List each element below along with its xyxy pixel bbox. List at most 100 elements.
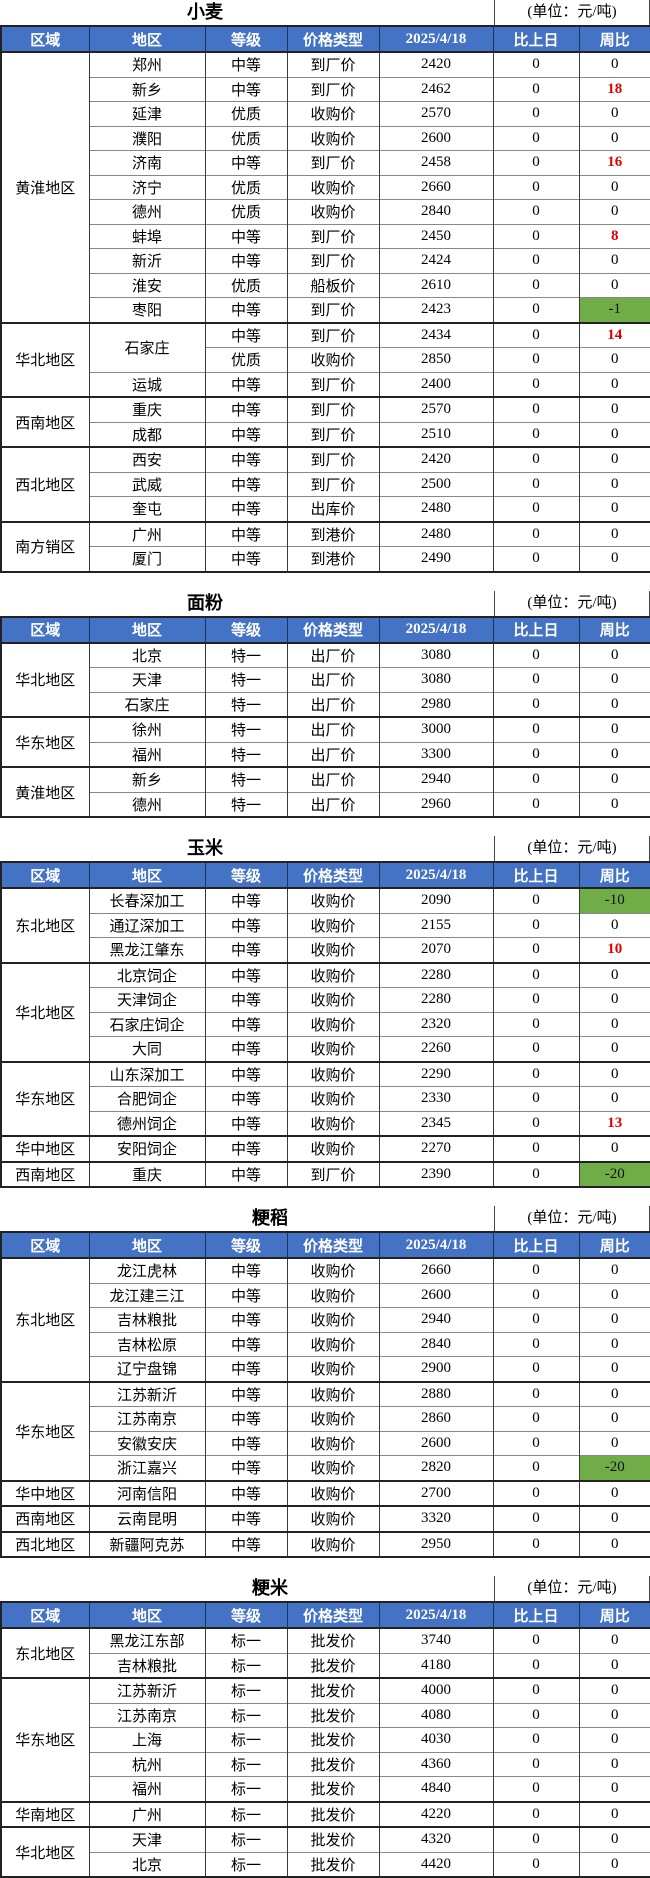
- area-cell: 吉林粮批: [88, 1307, 206, 1332]
- section-title-row: 小麦 (单位：元/吨): [0, 0, 650, 25]
- table-row: 吉林粮批 中等 收购价 2940 0 0: [1, 1307, 650, 1332]
- price-cell: 2458: [378, 150, 494, 175]
- grade-cell: 优质: [204, 199, 288, 224]
- table-row: 华中地区 河南信阳 中等 收购价 2700 0 0: [0, 1479, 650, 1506]
- week-change-cell: 0: [578, 421, 650, 447]
- column-header: 等级: [204, 25, 288, 53]
- week-change-cell: 0: [578, 1356, 650, 1382]
- table-row: 武威 中等 到厂价 2500 0 0: [1, 471, 650, 497]
- price-cell: 2850: [378, 347, 494, 372]
- price-type-cell: 收购价: [286, 1257, 380, 1283]
- table-row: 枣阳 中等 到厂价 2423 0 -1: [1, 297, 650, 323]
- week-change-cell: 0: [578, 987, 650, 1012]
- grade-cell: 中等: [204, 1011, 288, 1037]
- day-change-cell: 0: [492, 248, 580, 273]
- grade-cell: 中等: [204, 496, 288, 522]
- grade-cell: 中等: [204, 1036, 288, 1062]
- week-change-cell: 0: [578, 1851, 650, 1877]
- grade-cell: 中等: [204, 471, 288, 497]
- day-change-cell: 0: [492, 223, 580, 249]
- region-cell: 华东地区: [0, 1380, 90, 1481]
- grade-cell: 标一: [204, 1627, 288, 1653]
- price-cell: 2960: [378, 791, 494, 817]
- price-type-cell: 到厂价: [286, 76, 380, 102]
- price-type-cell: 收购价: [286, 887, 380, 913]
- section-title: 粳米: [252, 1578, 288, 1598]
- price-type-cell: 到港价: [286, 520, 380, 547]
- table-row: 辽宁盘锦 中等 收购价 2900 0 0: [1, 1356, 650, 1382]
- area-cell: 吉林粮批: [88, 1652, 206, 1678]
- column-header: 比上日: [492, 616, 580, 644]
- price-table: 区域 地区 等级 价格类型 2025/4/18 比上日 周比 黄淮地区 郑州 中等 到厂价 2420 0…: [0, 25, 650, 573]
- table-row: 厦门 中等 到港价 2490 0 0: [1, 546, 650, 572]
- area-cell: 蚌埠: [88, 223, 206, 249]
- price-cell: 2090: [378, 887, 494, 913]
- grade-cell: 标一: [204, 1851, 288, 1877]
- area-cell: 石家庄: [88, 321, 206, 372]
- day-change-cell: 0: [492, 791, 580, 817]
- grade-cell: 中等: [204, 887, 288, 913]
- price-cell: 4420: [378, 1851, 494, 1877]
- grade-cell: 中等: [204, 912, 288, 938]
- table-row: 华南地区 广州 标一 批发价 4220 0 0: [0, 1800, 650, 1827]
- price-cell: 2420: [378, 446, 494, 472]
- area-cell: 石家庄饲企: [88, 1011, 206, 1037]
- day-change-cell: 0: [492, 471, 580, 497]
- week-change-cell: 0: [578, 1751, 650, 1777]
- day-change-cell: 0: [492, 174, 580, 200]
- grade-cell: 中等: [204, 1455, 288, 1481]
- price-cell: 2290: [378, 1060, 494, 1087]
- price-cell: 2900: [378, 1356, 494, 1382]
- region-cell: 华中地区: [0, 1135, 90, 1162]
- week-change-cell: 16: [578, 150, 650, 175]
- day-change-cell: 0: [492, 1011, 580, 1037]
- grade-cell: 中等: [204, 987, 288, 1012]
- week-change-cell: -20: [578, 1160, 650, 1187]
- price-type-cell: 收购价: [286, 1505, 380, 1532]
- grade-cell: 中等: [204, 396, 288, 422]
- column-header: 等级: [204, 1231, 288, 1259]
- week-change-cell: 0: [578, 1331, 650, 1357]
- region-cell: 西北地区: [0, 1530, 90, 1557]
- day-change-cell: 0: [492, 101, 580, 126]
- week-change-cell: 0: [578, 371, 650, 397]
- week-change-cell: 0: [578, 546, 650, 572]
- price-type-cell: 收购价: [286, 961, 380, 988]
- price-cell: 2700: [378, 1479, 494, 1506]
- day-change-cell: 0: [492, 1505, 580, 1532]
- table-row: 上海 标一 批发价 4030 0 0: [1, 1727, 650, 1752]
- area-cell: 山东深加工: [88, 1060, 206, 1087]
- table-row: 通辽深加工 中等 收购价 2155 0 0: [1, 912, 650, 938]
- grade-cell: 中等: [204, 421, 288, 447]
- table-row: 江苏南京 中等 收购价 2860 0 0: [1, 1406, 650, 1431]
- price-cell: 2610: [378, 272, 494, 298]
- price-cell: 2600: [378, 125, 494, 151]
- day-change-cell: 0: [492, 496, 580, 522]
- day-change-cell: 0: [492, 1060, 580, 1087]
- day-change-cell: 0: [492, 1800, 580, 1827]
- table-row: 华北地区 北京饲企 中等 收购价 2280 0 0: [0, 961, 650, 1062]
- area-cell: 徐州: [88, 716, 206, 742]
- week-change-cell: 0: [578, 1530, 650, 1557]
- week-change-cell: 0: [578, 1826, 650, 1852]
- day-change-cell: 0: [492, 1826, 580, 1852]
- week-change-cell: 0: [578, 667, 650, 692]
- price-cell: 2320: [378, 1011, 494, 1037]
- price-type-cell: 收购价: [286, 1331, 380, 1357]
- area-cell: 江苏新沂: [88, 1677, 206, 1703]
- day-change-cell: 0: [492, 199, 580, 224]
- price-cell: 2600: [378, 1430, 494, 1456]
- column-header: 价格类型: [286, 1231, 380, 1259]
- week-change-cell: 0: [578, 471, 650, 497]
- price-type-cell: 收购价: [286, 174, 380, 200]
- area-cell: 新乡: [88, 766, 206, 792]
- section-title-row: 粳米 (单位：元/吨): [0, 1576, 650, 1601]
- day-change-cell: 0: [492, 1627, 580, 1653]
- area-cell: 福州: [88, 741, 206, 767]
- grade-cell: 中等: [204, 1479, 288, 1506]
- column-header: 区域: [0, 25, 90, 53]
- grade-cell: 中等: [204, 1356, 288, 1382]
- area-cell: 德州饲企: [88, 1110, 206, 1136]
- grade-cell: 中等: [204, 371, 288, 397]
- table-row: 华东地区 徐州 特一 出厂价 3000 0 0: [0, 716, 650, 767]
